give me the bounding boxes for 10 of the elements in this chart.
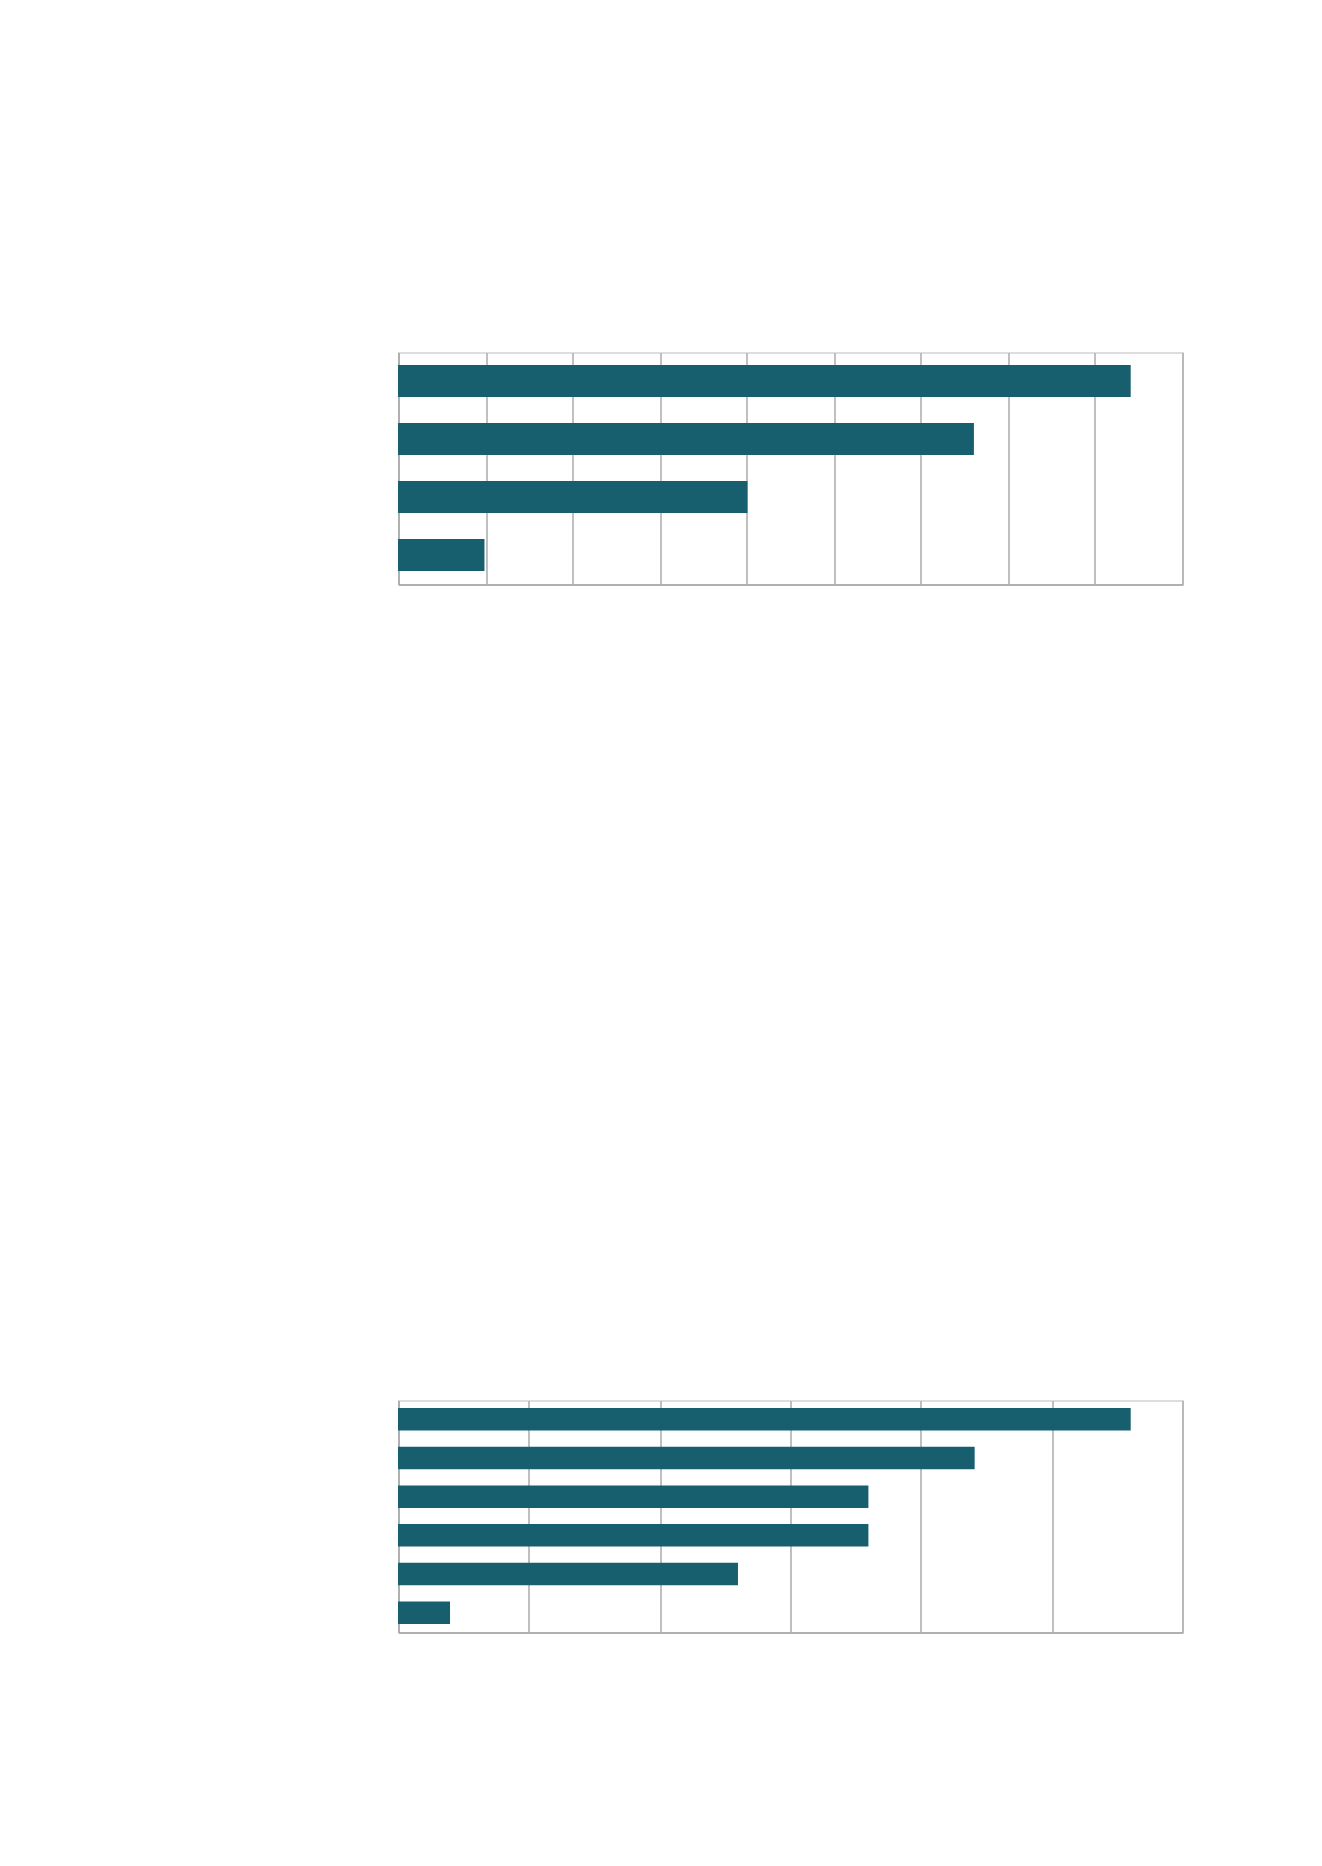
bar [398,1446,975,1470]
bar [398,539,485,571]
bar [398,1408,1131,1431]
bar [398,1562,738,1586]
bar [398,1601,451,1624]
bar [398,1524,869,1547]
bar [398,481,748,513]
bar [398,423,974,455]
bar [398,1485,869,1508]
bar [398,365,1131,397]
